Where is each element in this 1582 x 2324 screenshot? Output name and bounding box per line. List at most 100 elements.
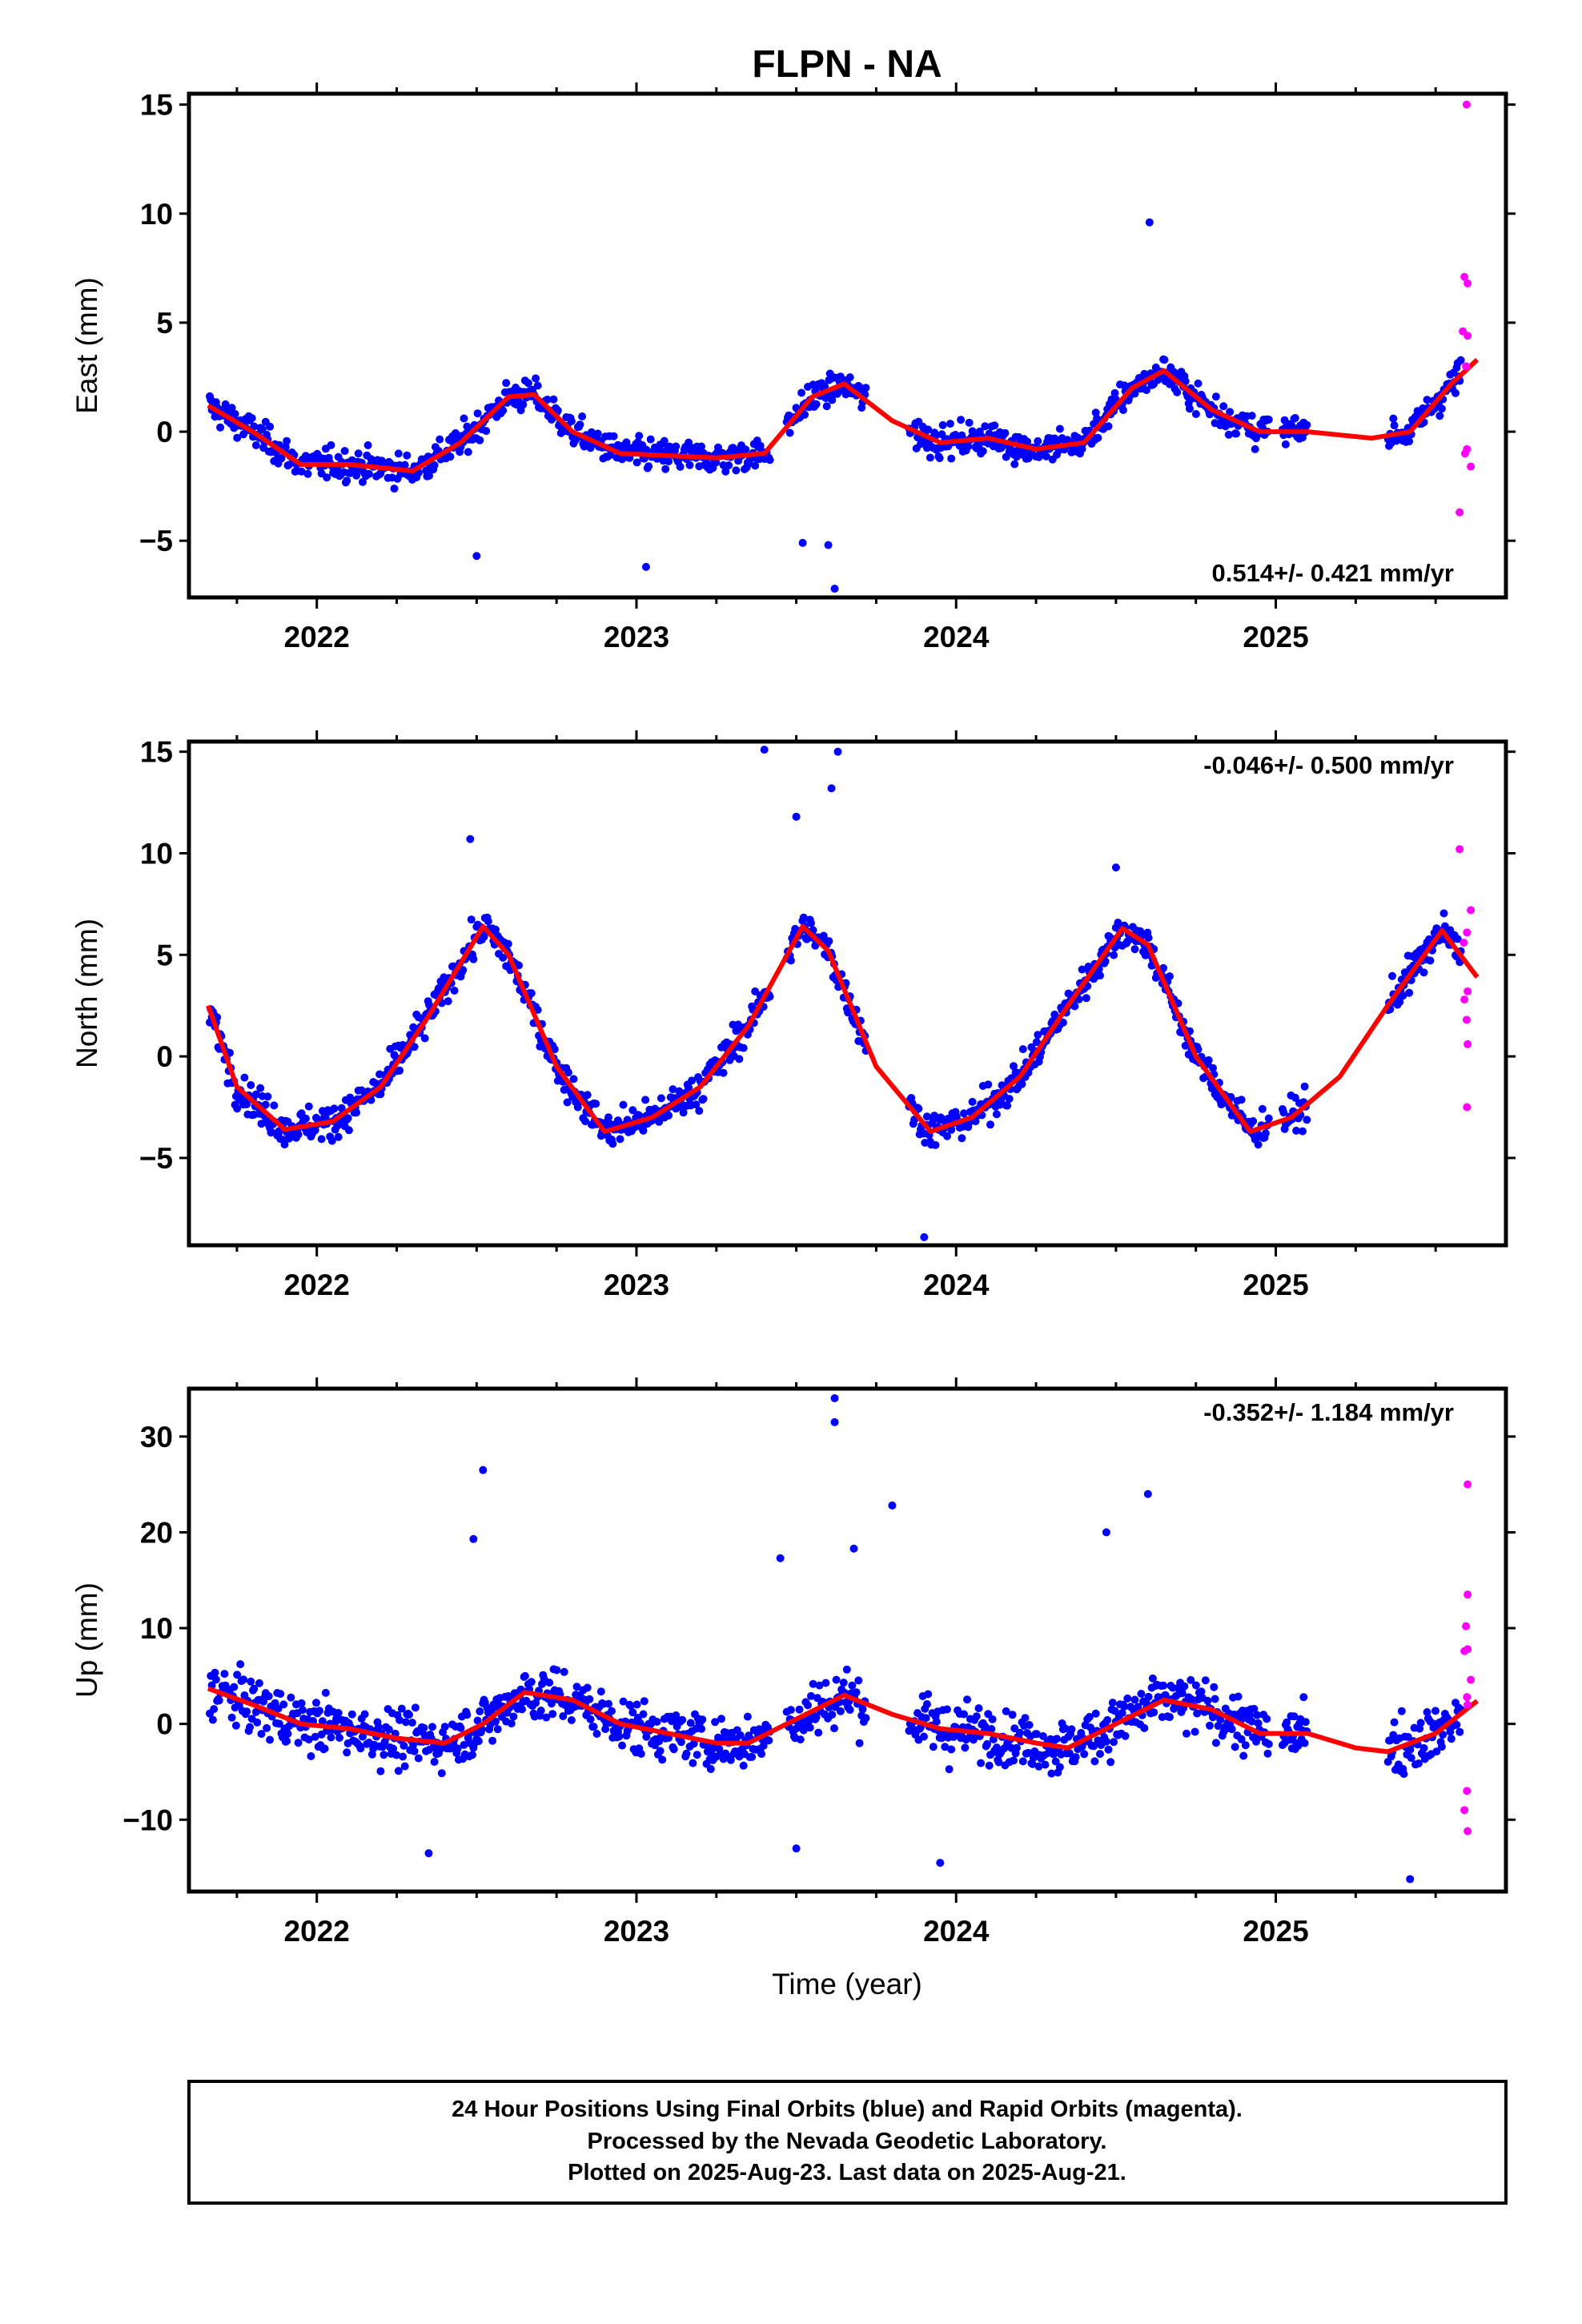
final-point bbox=[1102, 1737, 1110, 1746]
final-point bbox=[1042, 452, 1050, 460]
final-point bbox=[1446, 1727, 1455, 1736]
y-axis-label: North (mm) bbox=[70, 919, 103, 1068]
final-point bbox=[1078, 444, 1086, 453]
final-point bbox=[1249, 1117, 1258, 1125]
final-point bbox=[717, 1715, 725, 1723]
final-point bbox=[400, 1741, 408, 1750]
final-point bbox=[938, 420, 947, 429]
final-point bbox=[276, 1690, 285, 1699]
y-axis-label: East (mm) bbox=[70, 277, 103, 414]
rapid-point bbox=[1464, 1645, 1472, 1654]
final-outlier-point bbox=[833, 747, 842, 756]
final-point bbox=[1206, 1721, 1214, 1730]
final-point bbox=[1144, 934, 1153, 942]
final-point bbox=[330, 1104, 339, 1113]
final-point bbox=[1437, 404, 1446, 413]
final-point bbox=[699, 1095, 708, 1104]
final-point bbox=[1414, 1759, 1423, 1767]
final-point bbox=[258, 424, 267, 433]
final-point bbox=[822, 402, 831, 411]
final-point bbox=[384, 1725, 393, 1734]
final-point bbox=[583, 1091, 592, 1100]
final-point bbox=[1078, 965, 1086, 974]
final-point bbox=[1203, 1696, 1212, 1705]
final-point bbox=[420, 1034, 429, 1043]
final-point bbox=[233, 1671, 242, 1679]
final-point bbox=[376, 1767, 385, 1775]
final-point bbox=[981, 422, 990, 431]
final-point bbox=[924, 425, 933, 434]
final-point bbox=[922, 1112, 931, 1121]
final-point bbox=[1110, 951, 1118, 959]
final-point bbox=[453, 1744, 462, 1753]
final-point bbox=[1191, 410, 1200, 418]
final-point bbox=[1241, 1741, 1250, 1750]
final-point bbox=[243, 1707, 251, 1716]
final-point bbox=[1447, 1735, 1456, 1743]
final-point bbox=[1204, 1055, 1213, 1064]
final-point bbox=[1292, 1126, 1301, 1135]
rapid-point bbox=[1464, 987, 1472, 995]
final-outlier-point bbox=[1102, 1528, 1110, 1537]
final-point bbox=[924, 1690, 933, 1699]
final-outlier-point bbox=[479, 1466, 488, 1474]
final-point bbox=[1246, 1711, 1255, 1719]
final-point bbox=[578, 412, 587, 420]
final-point bbox=[374, 1723, 383, 1731]
velocity-rate-label: -0.046+/- 0.500 mm/yr bbox=[1203, 751, 1454, 779]
final-point bbox=[718, 1734, 727, 1743]
final-orbit-points bbox=[206, 218, 1465, 593]
final-point bbox=[1452, 1720, 1461, 1729]
rapid-point bbox=[1467, 1675, 1476, 1684]
final-point bbox=[474, 1737, 483, 1746]
final-point bbox=[958, 431, 966, 440]
final-point bbox=[678, 1715, 687, 1724]
final-point bbox=[1232, 429, 1240, 438]
final-point bbox=[732, 466, 741, 475]
final-point bbox=[363, 441, 372, 449]
final-point bbox=[1110, 388, 1119, 397]
final-point bbox=[507, 1719, 516, 1728]
final-point bbox=[208, 1715, 217, 1724]
final-point bbox=[519, 400, 528, 409]
final-point bbox=[456, 1723, 465, 1732]
final-point bbox=[1187, 1695, 1196, 1704]
final-point bbox=[1103, 1715, 1112, 1724]
final-point bbox=[796, 1735, 805, 1744]
final-point bbox=[977, 1759, 986, 1767]
final-point bbox=[327, 1733, 335, 1742]
final-point bbox=[1130, 389, 1139, 398]
final-outlier-point bbox=[888, 1501, 897, 1510]
final-point bbox=[450, 987, 459, 995]
x-tick-label: 2025 bbox=[1243, 1269, 1308, 1301]
final-point bbox=[389, 1744, 398, 1753]
final-point bbox=[665, 457, 673, 466]
final-point bbox=[845, 1706, 854, 1715]
final-point bbox=[464, 448, 472, 456]
final-point bbox=[945, 1765, 954, 1774]
final-point bbox=[994, 1758, 1003, 1767]
final-point bbox=[266, 1735, 275, 1744]
final-point bbox=[408, 1719, 416, 1727]
final-outlier-point bbox=[824, 541, 833, 549]
final-point bbox=[632, 458, 641, 467]
final-point bbox=[726, 1755, 735, 1764]
final-point bbox=[1055, 1763, 1064, 1771]
final-point bbox=[1148, 1674, 1157, 1683]
final-point bbox=[669, 1745, 678, 1754]
x-tick-label: 2022 bbox=[284, 1269, 350, 1301]
final-point bbox=[253, 1718, 262, 1727]
final-point bbox=[1237, 1096, 1246, 1104]
final-point bbox=[615, 1732, 624, 1741]
final-point bbox=[343, 476, 351, 485]
rapid-point bbox=[1463, 1693, 1472, 1702]
final-point bbox=[805, 1723, 814, 1732]
final-point bbox=[1091, 1709, 1100, 1718]
final-point bbox=[1389, 414, 1398, 423]
final-point bbox=[689, 1759, 697, 1767]
final-outlier-point bbox=[830, 585, 839, 593]
y-tick-label: 0 bbox=[156, 1708, 173, 1741]
final-point bbox=[712, 458, 721, 467]
final-point bbox=[642, 1732, 651, 1741]
